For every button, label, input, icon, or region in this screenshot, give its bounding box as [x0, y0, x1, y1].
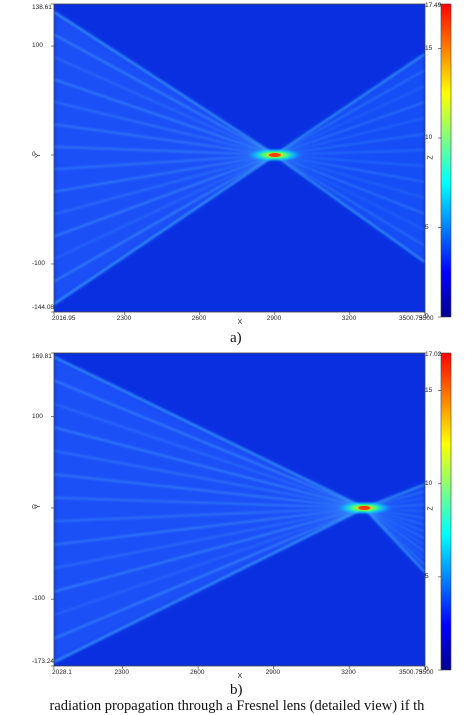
y-axis-label: Y [34, 504, 42, 510]
colorbar-tick-label: 10 [425, 479, 433, 487]
colorbar-tick-label: 0 [425, 666, 429, 673]
heatmap-panel-b [54, 353, 425, 666]
colorbar [440, 352, 452, 671]
y-tick-label: 169.81 [32, 353, 52, 360]
figure-caption: radiation propagation through a Fresnel … [49, 698, 425, 714]
x-tick-label: 2600 [191, 315, 207, 322]
y-axis-label: Y [34, 152, 42, 158]
x-tick-label: 3500 [419, 315, 434, 322]
focus-peak [358, 505, 371, 510]
colorbar [440, 3, 452, 318]
colorbar-label: Z [427, 155, 435, 160]
colorbar-tick-label: 17.02 [425, 351, 442, 358]
y-tick-label: 100 [32, 412, 43, 420]
y-tick-label: 0 [32, 151, 36, 159]
x-axis-label: X [237, 673, 243, 680]
y-tick-label: -100 [32, 595, 46, 603]
x-tick-label: 3200 [341, 315, 357, 322]
y-tick-label: 100 [32, 42, 43, 50]
y-tick-label: -144.08 [32, 304, 55, 311]
y-tick-label: -173.24 [32, 658, 55, 665]
panel-label-a: a) [230, 330, 242, 346]
focus-peak [268, 153, 281, 158]
heatmap-panel-a [54, 4, 425, 312]
beam-cones [54, 12, 425, 304]
x-tick-label: 2300 [114, 669, 129, 676]
colorbar-tick-label: 17.49 [425, 2, 442, 9]
colorbar-tick-label: 0 [425, 313, 429, 320]
x-tick-label: 2300 [116, 315, 132, 322]
x-tick-label: 2900 [265, 669, 281, 676]
colorbar-tick-label: 5 [425, 223, 429, 231]
x-tick-label: 3200 [341, 669, 356, 676]
x-tick-label: 2016.95 [52, 315, 76, 322]
x-tick-label: 2600 [190, 669, 205, 676]
colorbar-tick-label: 5 [425, 572, 429, 580]
x-tick-label: 3500.75 [399, 669, 423, 676]
plot-frame [53, 352, 426, 667]
plot-frame [53, 3, 426, 313]
colorbar-tick-label: 15 [425, 386, 433, 394]
x-axis-label: X [237, 319, 243, 326]
x-tick-label: 3500.75 [399, 315, 423, 322]
x-tick-label: 2900 [266, 315, 282, 322]
panel-label-b: b) [230, 682, 243, 698]
colorbar-tick-label: 15 [425, 44, 433, 52]
colorbar-tick-label: 10 [425, 134, 433, 142]
x-tick-label: 2028.1 [52, 669, 72, 676]
x-tick-label: 3500 [419, 669, 434, 676]
colorbar-label: Z [427, 506, 435, 511]
y-tick-label: 0 [32, 503, 36, 511]
y-tick-label: 138.61 [32, 4, 52, 11]
y-tick-label: -100 [32, 259, 46, 267]
